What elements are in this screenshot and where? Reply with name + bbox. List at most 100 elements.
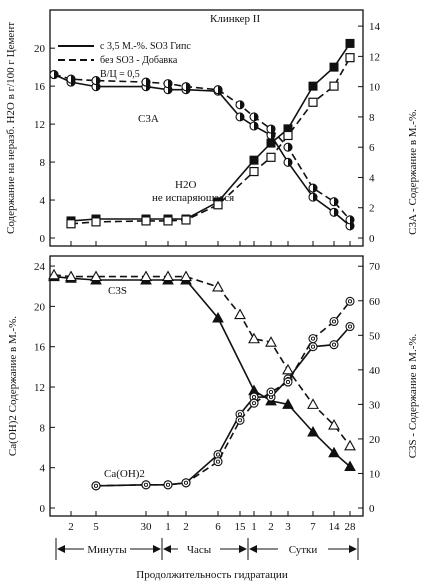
data-point-filled-triangle <box>212 311 224 323</box>
legend-label-gypsum: с 3,5 М.-%. SO3 Гипс <box>100 41 191 52</box>
data-point-open-triangle <box>344 439 356 451</box>
data-point-half-circle <box>308 192 318 202</box>
right-tick-label: 60 <box>369 296 381 308</box>
data-point-filled-square <box>345 38 355 48</box>
data-point-open-square <box>141 216 151 226</box>
data-point-half-circle <box>181 82 191 92</box>
top-left-axis-title: Содержание на неразб. Н2О в г/100 г Цеме… <box>5 22 17 234</box>
x-group-minutes: Минуты <box>87 544 127 556</box>
data-point-half-circle <box>329 207 339 217</box>
legend: с 3,5 М.-%. SO3 Гипс без SO3 - Добавка В… <box>58 41 191 80</box>
data-point-open-triangle <box>234 308 246 320</box>
bottom-left-axis-title: Ca(OH)2 Содержание в М.-%. <box>7 316 19 456</box>
data-point-half-circle <box>345 215 355 225</box>
bottom-right-axis-title: C3S - Содержание в М.-%. <box>407 333 419 458</box>
series-line-top-1 <box>70 57 351 225</box>
data-point-open-triangle <box>282 363 294 375</box>
x-tick-label: 7 <box>310 521 316 533</box>
right-tick-label: 70 <box>369 261 381 273</box>
data-point-circle-dot <box>345 321 355 332</box>
data-point-open-square <box>181 215 191 225</box>
legend-label-wc: В/Ц = 0,5 <box>100 69 140 80</box>
left-tick-label: 4 <box>40 195 46 207</box>
right-tick-label: 2 <box>369 203 375 215</box>
series-line-top-2 <box>53 73 351 227</box>
x-tick-label: 15 <box>235 521 247 533</box>
x-tick-label: 5 <box>93 521 99 533</box>
x-tick-label: 2 <box>268 521 274 533</box>
data-point-open-triangle <box>212 280 224 292</box>
data-point-half-circle <box>249 112 259 122</box>
left-tick-label: 24 <box>34 261 46 273</box>
data-point-half-circle <box>213 85 223 95</box>
x-tick-label: 3 <box>285 521 291 533</box>
data-point-open-triangle <box>48 268 60 280</box>
data-point-half-circle <box>283 157 293 167</box>
x-tick-label: 30 <box>141 521 153 533</box>
left-tick-label: 20 <box>34 301 46 313</box>
left-tick-label: 20 <box>34 43 46 55</box>
right-tick-label: 20 <box>369 434 381 446</box>
top-series-layer <box>49 38 355 231</box>
data-point-open-square <box>66 219 76 229</box>
data-point-half-circle <box>329 197 339 207</box>
data-point-open-triangle <box>248 332 260 344</box>
data-point-filled-triangle <box>307 425 319 437</box>
c3s-label: C3S <box>108 285 127 297</box>
data-point-half-circle <box>235 100 245 110</box>
data-point-circle-dot <box>345 296 355 306</box>
data-point-filled-square <box>249 155 259 165</box>
data-point-filled-square <box>329 62 339 72</box>
data-point-circle-dot <box>266 387 276 397</box>
data-point-filled-triangle <box>282 398 294 409</box>
right-tick-label: 10 <box>369 468 381 480</box>
bottom-plot-frame <box>49 255 364 517</box>
data-point-half-circle <box>283 142 293 152</box>
right-tick-label: 0 <box>369 233 375 245</box>
data-point-open-square <box>308 97 318 107</box>
top-plot-frame <box>49 9 364 247</box>
data-point-circle-dot <box>91 481 101 491</box>
x-tick-label: 1 <box>251 521 257 533</box>
right-tick-label: 50 <box>369 330 381 342</box>
right-tick-label: 40 <box>369 365 381 377</box>
data-point-half-circle <box>308 183 318 193</box>
x-tick-label: 2 <box>183 521 189 533</box>
data-point-circle-dot <box>308 334 318 344</box>
data-point-open-square <box>283 130 293 141</box>
right-tick-label: 8 <box>369 112 375 124</box>
right-tick-label: 12 <box>369 51 380 63</box>
data-point-circle-dot <box>249 398 259 408</box>
data-point-filled-triangle <box>344 460 356 472</box>
left-tick-label: 12 <box>34 119 45 131</box>
data-point-open-square <box>91 217 101 227</box>
x-group-days: Сутки <box>289 544 318 556</box>
left-tick-label: 4 <box>40 463 46 475</box>
x-group-brackets <box>55 538 359 560</box>
data-point-circle-dot <box>329 316 339 327</box>
data-point-open-square <box>249 166 259 177</box>
right-tick-label: 4 <box>369 172 375 184</box>
data-point-open-square <box>266 152 276 162</box>
legend-label-no-so3: без SO3 - Добавка <box>100 55 178 66</box>
data-point-circle-dot <box>235 415 245 425</box>
right-tick-label: 0 <box>369 503 375 515</box>
data-point-circle-dot <box>181 478 191 488</box>
data-point-half-circle <box>141 77 151 87</box>
data-point-circle-dot <box>163 480 173 490</box>
left-tick-label: 8 <box>40 422 46 434</box>
caoh2-label: Ca(OH)2 <box>104 468 145 480</box>
data-point-open-square <box>345 53 355 63</box>
data-point-open-square <box>213 200 223 210</box>
data-point-open-square <box>329 81 339 91</box>
x-tick-label: 6 <box>215 521 221 533</box>
data-point-open-triangle <box>140 270 152 282</box>
data-point-open-triangle <box>65 270 77 282</box>
top-right-axis-title: C3A - Содержание в М.-%. <box>407 109 419 235</box>
data-point-circle-dot <box>141 480 151 490</box>
data-point-open-triangle <box>328 418 340 430</box>
x-tick-label: 14 <box>329 521 341 533</box>
data-point-filled-square <box>308 81 318 91</box>
bottom-series-layer <box>48 268 356 491</box>
